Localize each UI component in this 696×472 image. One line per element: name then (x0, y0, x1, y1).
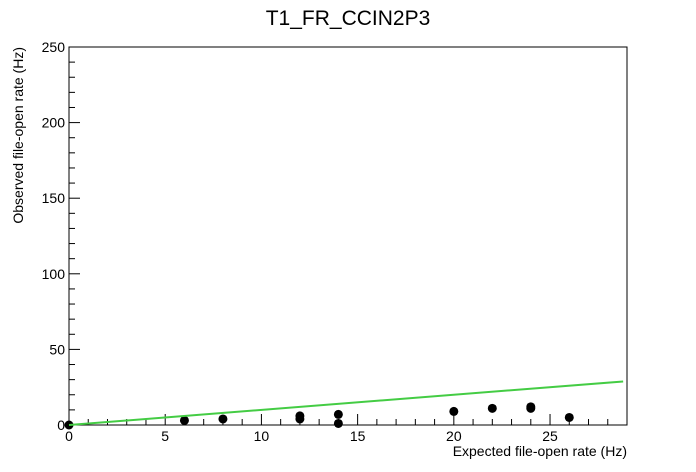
plot-frame (68, 46, 628, 426)
x-tick-label: 0 (65, 428, 73, 444)
data-point (179, 415, 189, 425)
reference-line (68, 380, 624, 426)
y-tick-label: 150 (42, 190, 66, 206)
y-axis-label: Observed file-open rate (Hz) (10, 47, 26, 224)
x-tick-label: 20 (446, 428, 462, 444)
y-tick-label: 250 (42, 39, 66, 55)
x-tick-label: 15 (350, 428, 366, 444)
data-point (333, 418, 343, 428)
x-tick-label: 10 (254, 428, 270, 444)
x-tick-label: 25 (542, 428, 558, 444)
x-tick-label: 5 (161, 428, 169, 444)
data-point (487, 403, 497, 413)
y-tick-label: 50 (49, 341, 65, 357)
chart-title: T1_FR_CCIN2P3 (266, 7, 431, 30)
data-point (333, 409, 343, 419)
data-point (564, 412, 574, 422)
y-tick-label: 100 (42, 266, 66, 282)
x-axis-label: Expected file-open rate (Hz) (453, 443, 627, 459)
data-point (218, 414, 228, 424)
series-layer (64, 380, 624, 430)
data-point (449, 406, 459, 416)
y-tick-label: 0 (57, 417, 65, 433)
data-point (526, 402, 536, 412)
y-tick-label: 200 (42, 115, 66, 131)
data-point (295, 411, 305, 421)
